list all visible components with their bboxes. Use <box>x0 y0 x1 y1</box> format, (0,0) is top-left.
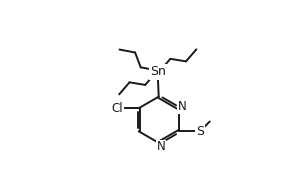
Text: S: S <box>196 125 204 138</box>
Text: N: N <box>178 100 186 113</box>
Text: N: N <box>156 140 165 153</box>
Text: Sn: Sn <box>150 65 166 78</box>
Text: Cl: Cl <box>112 102 123 115</box>
